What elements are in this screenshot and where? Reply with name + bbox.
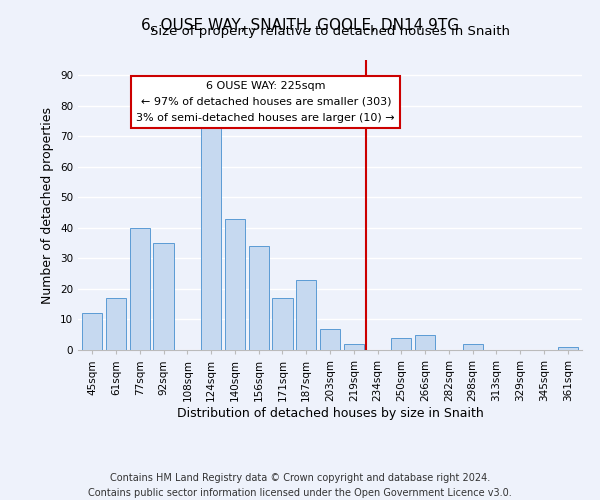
Title: Size of property relative to detached houses in Snaith: Size of property relative to detached ho… xyxy=(150,25,510,38)
Bar xyxy=(391,338,412,350)
Text: 6, OUSE WAY, SNAITH, GOOLE, DN14 9TG: 6, OUSE WAY, SNAITH, GOOLE, DN14 9TG xyxy=(141,18,459,32)
Bar xyxy=(201,127,221,350)
Bar xyxy=(248,246,269,350)
Bar xyxy=(415,334,435,350)
Bar xyxy=(272,298,293,350)
Bar xyxy=(320,328,340,350)
Bar xyxy=(344,344,364,350)
Text: 6 OUSE WAY: 225sqm
← 97% of detached houses are smaller (303)
3% of semi-detache: 6 OUSE WAY: 225sqm ← 97% of detached hou… xyxy=(136,82,395,122)
X-axis label: Distribution of detached houses by size in Snaith: Distribution of detached houses by size … xyxy=(176,406,484,420)
Bar xyxy=(82,314,103,350)
Bar xyxy=(463,344,483,350)
Bar xyxy=(130,228,150,350)
Bar xyxy=(225,218,245,350)
Y-axis label: Number of detached properties: Number of detached properties xyxy=(41,106,55,304)
Text: Contains HM Land Registry data © Crown copyright and database right 2024.
Contai: Contains HM Land Registry data © Crown c… xyxy=(88,472,512,498)
Bar xyxy=(106,298,126,350)
Bar xyxy=(557,347,578,350)
Bar xyxy=(154,243,173,350)
Bar xyxy=(296,280,316,350)
